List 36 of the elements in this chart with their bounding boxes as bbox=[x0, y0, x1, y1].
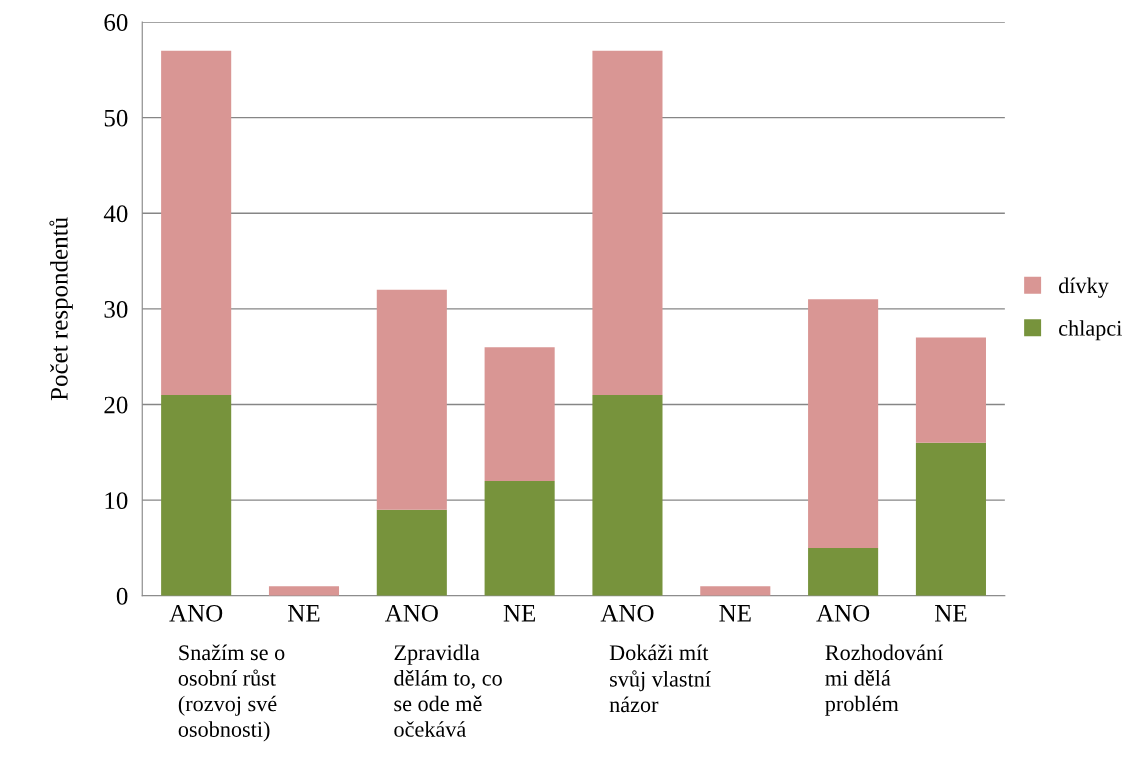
y-tick-label: 0 bbox=[116, 587, 128, 605]
bar bbox=[376, 509, 447, 596]
text: Zpravidla dělám to, co se ode mě očekává bbox=[394, 644, 502, 737]
legend-label: dívky bbox=[1058, 277, 1109, 298]
x-tick-label: ANO bbox=[169, 604, 223, 622]
bar bbox=[700, 586, 771, 596]
bar bbox=[915, 337, 986, 443]
y-tick-label: 60 bbox=[104, 14, 128, 31]
bar bbox=[592, 394, 663, 596]
y-tick-label: 30 bbox=[104, 300, 128, 318]
bar bbox=[592, 50, 663, 395]
bar bbox=[484, 481, 555, 596]
bar bbox=[376, 289, 447, 510]
text: Snažím se o osobní růst (rozvoj své osobnosti) bbox=[178, 644, 285, 742]
x-tick-label: NE bbox=[288, 605, 320, 622]
x-tick-label: NE bbox=[935, 605, 967, 622]
text: Rozhodování mi dělá problém bbox=[825, 644, 944, 716]
x-tick-label: ANO bbox=[384, 604, 438, 622]
legend-label: chlapci bbox=[1059, 320, 1122, 341]
y-axis-title: Počet respondentů bbox=[49, 217, 73, 401]
bar bbox=[915, 442, 986, 596]
y-tick-label: 50 bbox=[104, 109, 128, 127]
text: Dokáži mít svůj vlastní názor bbox=[609, 644, 711, 713]
bar bbox=[268, 586, 340, 596]
bar bbox=[484, 347, 555, 482]
y-tick-label: 20 bbox=[104, 396, 128, 414]
x-tick-label: NE bbox=[719, 605, 751, 622]
x-tick-label: NE bbox=[503, 605, 536, 622]
x-tick-label: ANO bbox=[816, 604, 870, 622]
bar bbox=[161, 50, 232, 395]
x-tick-label: ANO bbox=[600, 604, 654, 622]
y-tick-label: 10 bbox=[105, 492, 128, 510]
bar bbox=[808, 299, 879, 548]
y-tick-label: 40 bbox=[103, 205, 128, 223]
bar bbox=[808, 547, 879, 596]
bar bbox=[161, 394, 232, 596]
